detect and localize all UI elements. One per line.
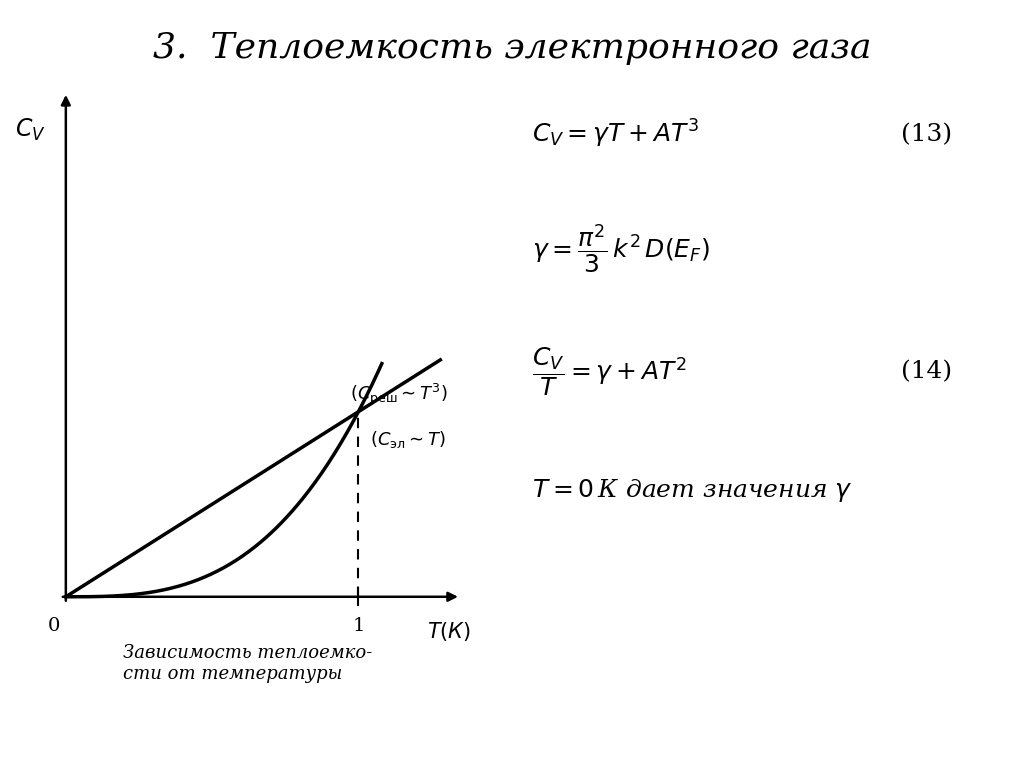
Text: $(C_{\text{реш}}{\sim}T^3)$: $(C_{\text{реш}}{\sim}T^3)$ — [349, 381, 447, 407]
Text: 1: 1 — [352, 617, 365, 635]
Text: $\dfrac{C_V}{T} = \gamma + AT^2$: $\dfrac{C_V}{T} = \gamma + AT^2$ — [532, 346, 687, 398]
Text: $\gamma = \dfrac{\pi^2}{3}\,k^2\,D(E_F)$: $\gamma = \dfrac{\pi^2}{3}\,k^2\,D(E_F)$ — [532, 222, 711, 276]
Text: $C_V$: $C_V$ — [14, 117, 45, 143]
Text: $T = 0\,$К дает значения $\gamma$: $T = 0\,$К дает значения $\gamma$ — [532, 477, 853, 505]
Text: (13): (13) — [901, 123, 952, 146]
Text: 3.  Теплоемкость электронного газа: 3. Теплоемкость электронного газа — [153, 31, 871, 64]
Text: 0: 0 — [48, 617, 60, 635]
Text: $C_V = \gamma T + AT^3$: $C_V = \gamma T + AT^3$ — [532, 118, 699, 150]
Text: (14): (14) — [901, 360, 952, 384]
Text: $(C_{\text{эл}}{\sim}T)$: $(C_{\text{эл}}{\sim}T)$ — [370, 429, 445, 449]
Text: $T(К)$: $T(К)$ — [427, 621, 471, 644]
Text: Зависимость теплоемко-
сти от температуры: Зависимость теплоемко- сти от температур… — [123, 644, 373, 683]
